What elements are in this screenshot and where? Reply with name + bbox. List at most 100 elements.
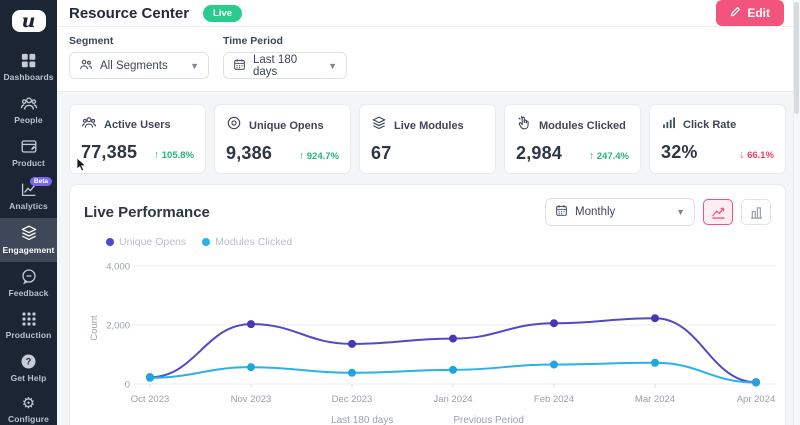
analytics-icon bbox=[20, 181, 38, 198]
svg-text:Jan 2024: Jan 2024 bbox=[433, 394, 472, 405]
granularity-select[interactable]: Monthly ▼ bbox=[545, 198, 695, 226]
sidebar-item-engagement[interactable]: Engagement bbox=[0, 218, 57, 262]
page-title: Resource Center bbox=[69, 4, 190, 22]
time-period-select[interactable]: Last 180 days ▼ bbox=[223, 52, 347, 79]
stat-value: 77,385 bbox=[81, 142, 138, 162]
svg-text:2,000: 2,000 bbox=[106, 321, 130, 332]
help-icon: ? bbox=[20, 353, 37, 370]
beta-badge: Beta bbox=[29, 177, 52, 186]
pencil-icon bbox=[730, 6, 741, 20]
bar-chart-icon bbox=[661, 115, 676, 135]
svg-text:Count: Count bbox=[89, 315, 100, 341]
sidebar-item-dashboards[interactable]: Dashboards bbox=[0, 46, 57, 89]
bar-chart-toggle[interactable] bbox=[741, 199, 771, 225]
svg-text:Nov 2023: Nov 2023 bbox=[231, 394, 272, 405]
svg-text:Mar 2024: Mar 2024 bbox=[635, 394, 675, 405]
sidebar-item-label: Product bbox=[12, 158, 45, 168]
people-icon bbox=[79, 58, 93, 74]
sidebar-item-label: Analytics bbox=[9, 201, 48, 211]
page-header: Resource Center Live Edit bbox=[57, 0, 800, 27]
footer-period: Last 180 days bbox=[331, 415, 394, 425]
time-period-value: Last 180 days bbox=[253, 53, 298, 78]
sidebar-item-label: Engagement bbox=[2, 245, 55, 255]
stats-row: Active Users 77,385 ↑ 105.8% Unique Open… bbox=[69, 104, 786, 174]
stat-card-click-rate: Click Rate 32% ↓ 66.1% bbox=[649, 104, 786, 174]
svg-text:Dec 2023: Dec 2023 bbox=[332, 394, 373, 405]
svg-text:?: ? bbox=[26, 357, 32, 367]
grid-dots-icon bbox=[21, 311, 37, 327]
users-icon bbox=[81, 115, 97, 135]
segment-select[interactable]: All Segments ▼ bbox=[69, 52, 209, 79]
legend-dot bbox=[202, 238, 211, 246]
sidebar-item-feedback[interactable]: Feedback bbox=[0, 262, 57, 305]
footer-compare: Previous Period bbox=[453, 415, 524, 425]
stat-label: Unique Opens bbox=[249, 119, 324, 132]
main-area: Resource Center Live Edit Segment All Se… bbox=[57, 0, 800, 425]
eye-icon bbox=[226, 115, 242, 136]
calendar-icon bbox=[233, 58, 246, 74]
stat-value: 9,386 bbox=[226, 143, 273, 163]
line-chart[interactable]: 0 2,000 4,000 Count Oct 2023 Nov 2023 Dec 2023… bbox=[84, 252, 776, 423]
chart-footer: Last 180 days Previous Period bbox=[70, 415, 785, 425]
sidebar-item-configure[interactable]: ⚙ Configure bbox=[0, 390, 57, 425]
sidebar-item-label: Feedback bbox=[8, 288, 49, 298]
stat-label: Modules Clicked bbox=[539, 119, 626, 132]
stat-delta: ↑ 105.8% bbox=[153, 149, 194, 161]
stat-label: Click Rate bbox=[683, 119, 737, 131]
stat-value: 32% bbox=[661, 142, 698, 162]
app-logo[interactable]: u bbox=[11, 10, 46, 32]
sidebar-item-label: Production bbox=[5, 330, 52, 340]
stat-label: Active Users bbox=[104, 119, 171, 131]
segment-label: Segment bbox=[69, 35, 114, 47]
scrollbar-thumb[interactable] bbox=[794, 2, 799, 114]
stat-card-unique-opens: Unique Opens 9,386 ↑ 924.7% bbox=[214, 104, 351, 174]
content-area: Active Users 77,385 ↑ 105.8% Unique Open… bbox=[57, 92, 800, 425]
status-badge: Live bbox=[203, 4, 243, 22]
svg-text:4,000: 4,000 bbox=[106, 262, 130, 273]
sidebar-item-label: People bbox=[14, 115, 43, 125]
calendar-icon bbox=[555, 204, 568, 220]
product-icon bbox=[20, 138, 38, 155]
stat-value: 67 bbox=[371, 143, 392, 163]
svg-text:Oct 2023: Oct 2023 bbox=[131, 394, 170, 405]
sidebar: u Dashboards People Product Beta A bbox=[0, 0, 57, 425]
sidebar-item-analytics[interactable]: Beta Analytics bbox=[0, 175, 57, 218]
legend-unique-opens[interactable]: Unique Opens bbox=[106, 236, 186, 248]
filter-bar: Segment All Segments ▼ Time Period Last … bbox=[57, 27, 800, 92]
vertical-scrollbar[interactable] bbox=[793, 0, 800, 425]
line-chart-toggle[interactable] bbox=[703, 199, 733, 225]
feedback-icon bbox=[20, 268, 38, 285]
sidebar-item-product[interactable]: Product bbox=[0, 132, 57, 175]
sidebar-item-get-help[interactable]: ? Get Help bbox=[0, 347, 57, 390]
stat-card-modules-clicked: Modules Clicked 2,984 ↑ 247.4% bbox=[504, 104, 641, 174]
time-period-filter: Time Period Last 180 days ▼ bbox=[223, 35, 347, 79]
dashboards-icon bbox=[20, 52, 37, 69]
gear-icon: ⚙ bbox=[21, 395, 36, 412]
layers-icon bbox=[371, 115, 387, 136]
chevron-down-icon: ▼ bbox=[190, 60, 199, 71]
stat-label: Live Modules bbox=[394, 119, 464, 132]
svg-text:0: 0 bbox=[125, 380, 130, 391]
sidebar-item-people[interactable]: People bbox=[0, 89, 57, 132]
stat-card-active-users: Active Users 77,385 ↑ 105.8% bbox=[69, 104, 206, 174]
legend-modules-clicked[interactable]: Modules Clicked bbox=[202, 236, 292, 248]
legend-dot bbox=[106, 238, 114, 246]
sidebar-item-label: Get Help bbox=[10, 373, 47, 383]
sidebar-item-label: Dashboards bbox=[3, 72, 54, 82]
stat-delta: ↑ 924.7% bbox=[298, 150, 339, 162]
svg-text:Feb 2024: Feb 2024 bbox=[534, 394, 574, 405]
edit-button[interactable]: Edit bbox=[716, 0, 784, 26]
chevron-down-icon: ▼ bbox=[328, 60, 337, 71]
logo-letter: u bbox=[21, 10, 36, 32]
chevron-down-icon: ▼ bbox=[676, 207, 685, 217]
segment-value: All Segments bbox=[100, 59, 168, 72]
layers-icon bbox=[20, 224, 38, 242]
svg-text:Apr 2024: Apr 2024 bbox=[737, 394, 776, 405]
click-hand-icon bbox=[516, 115, 532, 136]
sidebar-item-label: Configure bbox=[7, 414, 50, 424]
sidebar-item-production[interactable]: Production bbox=[0, 305, 57, 347]
segment-filter: Segment All Segments ▼ bbox=[69, 35, 209, 79]
chart-legend: Unique Opens Modules Clicked bbox=[106, 236, 771, 248]
stat-value: 2,984 bbox=[516, 143, 563, 163]
